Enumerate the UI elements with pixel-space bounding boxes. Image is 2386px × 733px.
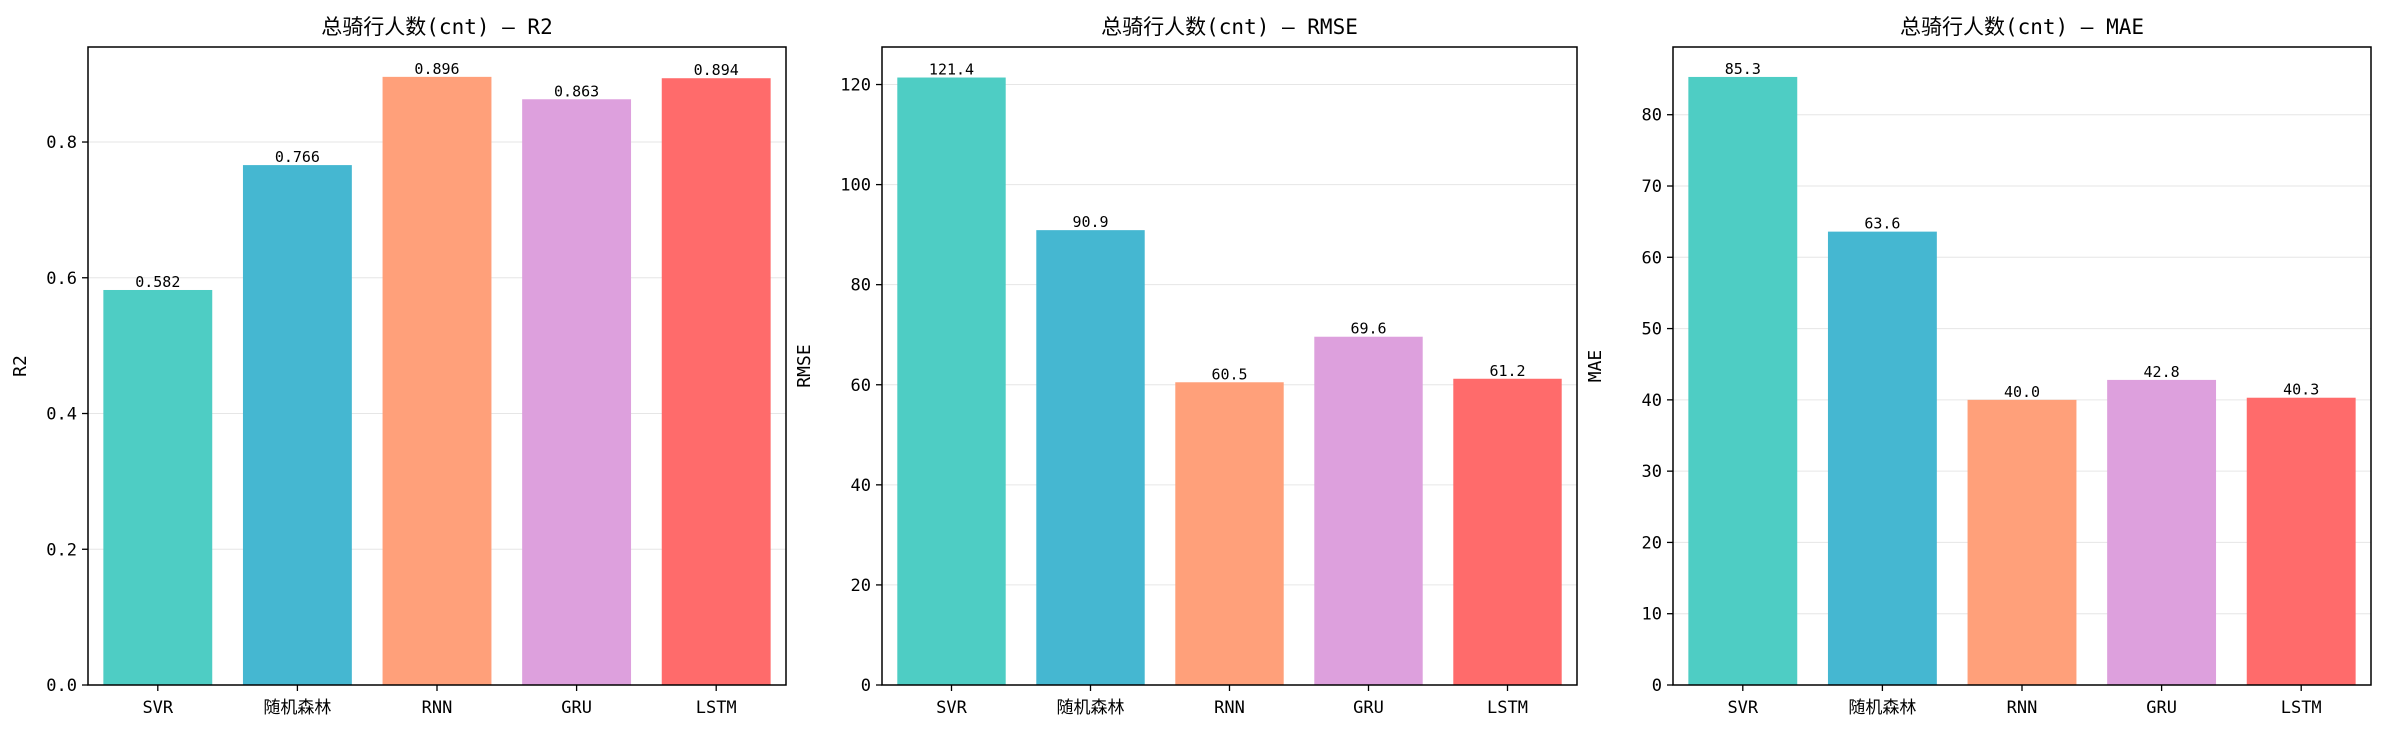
- y-axis-label: R2: [10, 355, 31, 377]
- x-tick-label: 随机森林: [1848, 698, 1916, 718]
- x-tick-label: RNN: [422, 698, 453, 718]
- y-tick-label: 80: [851, 276, 871, 296]
- bar-GRU: [1314, 336, 1423, 685]
- bar-SVR: [897, 77, 1006, 685]
- x-tick-label: GRU: [561, 698, 592, 718]
- y-tick-label: 0: [861, 676, 871, 696]
- data-label: 90.9: [1072, 213, 1108, 231]
- chart-title: 总骑行人数(cnt) — MAE: [1900, 15, 2144, 39]
- data-label: 0.863: [554, 82, 599, 100]
- y-tick-label: 70: [1642, 177, 1662, 197]
- y-tick-label: 30: [1642, 462, 1662, 482]
- bar-LSTM: [1453, 378, 1562, 685]
- x-tick-label: SVR: [142, 698, 173, 718]
- chart-panel-mae: 85.3 SVR 63.6 随机森林 40.0 RNN 42.8 GRU 40.3 LSTM 0 10…: [1585, 15, 2372, 718]
- bar-GRU: [2107, 379, 2217, 685]
- y-tick-label: 0.6: [46, 269, 77, 289]
- x-tick-label: 随机森林: [263, 698, 331, 718]
- bar-RNN: [1175, 382, 1284, 685]
- data-label: 0.894: [694, 61, 739, 79]
- x-tick-label: LSTM: [696, 698, 737, 718]
- x-tick-label: GRU: [2146, 698, 2177, 718]
- x-tick-label: 随机森林: [1057, 698, 1125, 718]
- chart-panel-rmse: 121.4 SVR 90.9 随机森林 60.5 RNN 69.6 GRU 61.2 LSTM 0 2…: [794, 15, 1578, 718]
- bar-SVR: [103, 289, 213, 685]
- bar-随机森林: [1827, 231, 1937, 685]
- x-tick-label: RNN: [2007, 698, 2038, 718]
- y-tick-label: 0: [1652, 676, 1662, 696]
- y-tick-label: 40: [1642, 391, 1662, 411]
- data-label: 0.896: [414, 60, 459, 78]
- data-label: 121.4: [929, 61, 974, 79]
- plot-frame: [1672, 46, 2372, 686]
- bar-随机森林: [1036, 230, 1145, 685]
- x-tick-label: SVR: [936, 698, 967, 718]
- data-label: 63.6: [1864, 215, 1900, 233]
- y-tick-label: 40: [851, 476, 871, 496]
- x-tick-label: LSTM: [2281, 698, 2322, 718]
- data-label: 40.3: [2283, 381, 2319, 399]
- data-label: 0.582: [135, 273, 180, 291]
- data-label: 85.3: [1725, 60, 1761, 78]
- data-label: 0.766: [275, 148, 320, 166]
- bar-LSTM: [2246, 397, 2356, 685]
- x-tick-label: LSTM: [1487, 698, 1528, 718]
- x-tick-label: GRU: [1353, 698, 1384, 718]
- chart-title: 总骑行人数(cnt) — R2: [321, 15, 552, 39]
- y-tick-label: 10: [1642, 605, 1662, 625]
- y-tick-label: 100: [840, 176, 871, 196]
- y-tick-label: 0.4: [46, 405, 77, 425]
- chart-title: 总骑行人数(cnt) — RMSE: [1101, 15, 1358, 39]
- y-tick-label: 20: [1642, 533, 1662, 553]
- bar-RNN: [382, 76, 492, 685]
- y-tick-label: 60: [1642, 248, 1662, 268]
- y-axis-label: RMSE: [794, 344, 815, 387]
- bar-SVR: [1688, 76, 1798, 685]
- plot-frame: [881, 46, 1578, 686]
- y-tick-label: 20: [851, 576, 871, 596]
- y-tick-label: 0.2: [46, 540, 77, 560]
- y-tick-label: 0.8: [46, 133, 77, 153]
- bar-GRU: [522, 99, 632, 685]
- bar-随机森林: [242, 165, 352, 685]
- y-tick-label: 120: [840, 76, 871, 96]
- data-label: 61.2: [1489, 362, 1525, 380]
- y-tick-label: 0.0: [46, 676, 77, 696]
- x-tick-label: RNN: [1214, 698, 1245, 718]
- chart-panel-r2: 0.582 SVR 0.766 随机森林 0.896 RNN 0.863 GRU 0.894 LS…: [10, 15, 787, 718]
- y-tick-label: 80: [1642, 106, 1662, 126]
- y-axis-label: MAE: [1585, 350, 1606, 383]
- data-label: 42.8: [2144, 363, 2180, 381]
- x-tick-label: SVR: [1727, 698, 1758, 718]
- plot-frame: [87, 46, 787, 686]
- bar-LSTM: [661, 78, 771, 686]
- data-label: 69.6: [1350, 320, 1386, 338]
- data-label: 40.0: [2004, 383, 2040, 401]
- data-label: 60.5: [1211, 365, 1247, 383]
- bar-RNN: [1967, 399, 2077, 685]
- y-tick-label: 60: [851, 376, 871, 396]
- y-tick-label: 50: [1642, 320, 1662, 340]
